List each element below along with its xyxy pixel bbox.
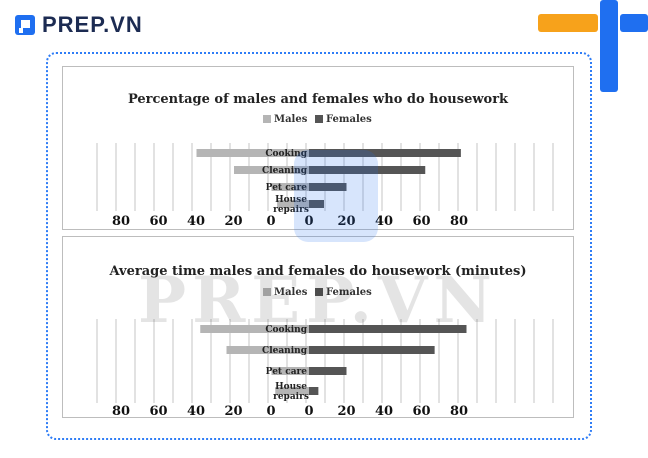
- bar-males-0: [196, 149, 309, 157]
- chart-svg-2: Average time males and females do housew…: [96, 264, 554, 419]
- tick-right-80: 80: [450, 404, 468, 417]
- category-label-3-line2: repairs: [273, 392, 309, 402]
- bar-females-2: [309, 367, 347, 375]
- tick-left-40: 40: [187, 404, 205, 417]
- brand-name: PREP.VN: [42, 12, 143, 37]
- tick-left-80: 80: [112, 214, 130, 229]
- tick-right-0: 0: [304, 214, 313, 229]
- tick-left-40: 40: [187, 214, 205, 229]
- brand-logo: PREP.VN: [14, 12, 143, 38]
- bar-males-1: [226, 346, 309, 354]
- category-label-1: Cleaning: [262, 166, 308, 176]
- bar-females-3: [309, 200, 324, 208]
- tick-right-60: 60: [412, 404, 430, 417]
- bar-females-1: [309, 346, 435, 354]
- tick-right-20: 20: [337, 404, 355, 417]
- bar-males-3: [275, 387, 309, 395]
- tick-left-0: 0: [266, 214, 275, 229]
- category-label-3-line1: House: [275, 195, 307, 205]
- content-frame: [46, 52, 592, 440]
- category-label-1: Cleaning: [262, 346, 308, 356]
- category-label-0: Cooking: [265, 325, 307, 335]
- legend-swatch-females: [315, 288, 323, 296]
- bar-females-3: [309, 387, 319, 395]
- bar-females-1: [309, 166, 426, 174]
- tick-right-20: 20: [337, 214, 355, 229]
- bar-males-2: [271, 367, 309, 375]
- bar-males-0: [200, 325, 309, 333]
- bar-males-2: [271, 183, 309, 191]
- tick-right-40: 40: [375, 214, 393, 229]
- tick-left-60: 60: [149, 404, 167, 417]
- category-label-3-line1: House: [275, 382, 307, 392]
- legend-label-males: Males: [274, 114, 308, 125]
- chart-title: Average time males and females do housew…: [108, 264, 526, 279]
- chart-housework-time: Average time males and females do housew…: [62, 236, 574, 419]
- chart-title: Percentage of males and females who do h…: [128, 92, 509, 107]
- bar-females-2: [309, 183, 347, 191]
- legend-label-females: Females: [326, 114, 372, 125]
- tick-left-20: 20: [224, 404, 242, 417]
- legend-swatch-males: [263, 288, 271, 296]
- category-label-2: Pet care: [266, 183, 308, 193]
- prep-logo-icon: [15, 15, 35, 35]
- bar-males-3: [277, 200, 309, 208]
- tick-right-80: 80: [450, 214, 468, 229]
- chart-svg-1: Percentage of males and females who do h…: [96, 92, 554, 229]
- bar-females-0: [309, 149, 461, 157]
- tick-right-40: 40: [375, 404, 393, 417]
- tick-right-0: 0: [304, 404, 313, 417]
- legend-label-females: Females: [326, 287, 372, 298]
- legend-label-males: Males: [274, 287, 308, 298]
- bar-males-1: [234, 166, 309, 174]
- category-label-0: Cooking: [265, 149, 307, 159]
- corner-decoration: [538, 0, 648, 92]
- category-label-3-line2: repairs: [273, 205, 309, 215]
- chart-housework-percentage: Percentage of males and females who do h…: [62, 66, 574, 230]
- tick-left-0: 0: [266, 404, 275, 417]
- tick-left-20: 20: [224, 214, 242, 229]
- tick-left-60: 60: [149, 214, 167, 229]
- legend-swatch-males: [263, 115, 271, 123]
- bar-females-0: [309, 325, 467, 333]
- category-label-2: Pet care: [266, 367, 308, 377]
- legend-swatch-females: [315, 115, 323, 123]
- tick-right-60: 60: [412, 214, 430, 229]
- tick-left-80: 80: [112, 404, 130, 417]
